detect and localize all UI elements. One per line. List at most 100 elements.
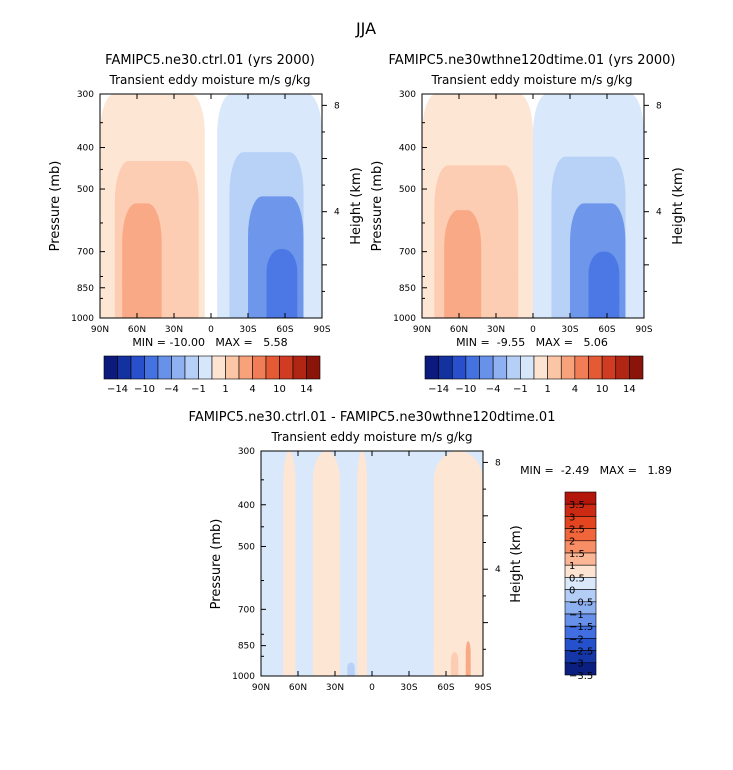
colorbar-swatch [465, 355, 480, 380]
colorbar-swatch [130, 355, 145, 380]
y2-tick-label: 4 [495, 565, 501, 575]
y2-axis-label: Height (km) [349, 167, 364, 244]
plot-area: 90N 60N 30N 0 30S 60S 90S 300 400 500 700 850 1000 4 8 [393, 90, 662, 335]
x-tick-label: 90N [91, 325, 109, 335]
colorbar-swatch [547, 355, 562, 380]
x-tick-label: 30N [487, 325, 505, 335]
panel-subtitle: Transient eddy moisture m/s g/kg [271, 430, 473, 444]
colorbar-swatch [601, 355, 617, 380]
colorbar-label: 2.5 [569, 525, 585, 536]
x-tick-label: 30S [561, 325, 578, 335]
panel-subtitle: Transient eddy moisture m/s g/kg [431, 73, 633, 87]
colorbar-swatch [438, 355, 453, 380]
y-tick-label: 500 [77, 185, 94, 195]
contour-fill [347, 671, 355, 676]
y2-tick-label: 8 [495, 458, 501, 468]
colorbar-swatch [225, 355, 240, 380]
contour-fill [433, 451, 483, 676]
colorbar-label: 14 [300, 384, 313, 395]
x-tick-label: 90S [313, 325, 330, 335]
x-tick-label: 90N [252, 683, 270, 693]
colorbar-label: −3.5 [569, 671, 593, 682]
colorbar-label: 4 [572, 384, 578, 395]
colorbar-label: −4 [486, 384, 501, 395]
x-tick-label: 60S [598, 325, 615, 335]
colorbar-swatch [424, 355, 439, 380]
colorbar-label: −10 [134, 384, 155, 395]
stats-text: MIN = -9.55 MAX = 5.06 [456, 336, 608, 349]
colorbar-label: −2.5 [569, 647, 593, 658]
colorbar-label: 3.5 [569, 500, 585, 511]
panel-exp: FAMIPC5.ne30wthne120dtime.01 (yrs 2000) … [370, 53, 686, 395]
colorbar-swatch [117, 355, 132, 380]
colorbar-swatch [564, 662, 597, 676]
colorbar-label: 1.5 [569, 549, 585, 560]
y2-axis-label: Height (km) [509, 525, 524, 602]
panel-title: FAMIPC5.ne30.ctrl.01 (yrs 2000) [105, 53, 315, 68]
y-tick-label: 300 [399, 90, 416, 100]
y-tick-label: 400 [399, 144, 416, 154]
x-tick-label: 30S [239, 325, 256, 335]
colorbar: −14 −10 −4 −1 1 4 10 14 [424, 355, 644, 395]
colorbar-label: 0.5 [569, 573, 585, 584]
x-tick-label: 0 [369, 683, 375, 693]
colorbar: −14 −10 −4 −1 1 4 10 14 [103, 355, 321, 395]
panel-subtitle: Transient eddy moisture m/s g/kg [109, 73, 311, 87]
y-tick-label: 500 [399, 185, 416, 195]
colorbar-label: 2 [569, 537, 575, 548]
contour-fill [450, 668, 459, 676]
colorbar-label: −3 [569, 659, 584, 670]
colorbar-swatch [211, 355, 226, 380]
panel-ctrl: FAMIPC5.ne30.ctrl.01 (yrs 2000) Transien… [48, 53, 364, 395]
colorbar: 3.53 2.521.510.5 0−0.5−1−1.5−2 −2.5−3−3.5 [564, 491, 597, 682]
colorbar-label: 1 [222, 384, 228, 395]
colorbar-swatch [615, 355, 630, 380]
panel-title: FAMIPC5.ne30wthne120dtime.01 (yrs 2000) [389, 53, 676, 68]
colorbar-swatch [306, 355, 321, 380]
colorbar-swatch [292, 355, 307, 380]
x-tick-label: 0 [530, 325, 536, 335]
contour-fill [312, 451, 340, 676]
colorbar-label: −2 [569, 634, 584, 645]
x-tick-label: 30N [165, 325, 183, 335]
plot-area: 90N 60N 30N 0 30S 60S 90S 300 400 500 700 850 1000 4 8 [232, 447, 501, 693]
colorbar-swatch [198, 355, 213, 380]
x-tick-label: 30S [400, 683, 417, 693]
contour-fill [444, 282, 482, 318]
plot-area: 90N 60N 30N 0 30S 60S 90S 300 400 500 700 850 1000 4 8 [71, 90, 340, 335]
colorbar-label: 0 [569, 586, 575, 597]
contour-fill [465, 664, 471, 676]
colorbar-swatch [279, 355, 294, 380]
stats-text: MIN = -2.49 MAX = 1.89 [520, 464, 672, 477]
colorbar-swatch [252, 355, 267, 380]
y-axis-label: Pressure (mb) [209, 519, 224, 610]
x-tick-label: 60S [276, 325, 293, 335]
y-tick-label: 300 [77, 90, 94, 100]
y-axis-label: Pressure (mb) [370, 161, 385, 252]
colorbar-label: −14 [428, 384, 449, 395]
colorbar-label: −1 [513, 384, 528, 395]
contour-fill [266, 294, 298, 318]
y-tick-label: 700 [238, 605, 255, 615]
y-tick-label: 400 [238, 501, 255, 511]
colorbar-swatch [238, 355, 253, 380]
colorbar-label: −1 [191, 384, 206, 395]
y2-tick-label: 4 [334, 208, 340, 218]
contour-fill [283, 646, 296, 676]
x-tick-label: 60S [437, 683, 454, 693]
y-tick-label: 850 [77, 284, 94, 294]
colorbar-swatch [574, 355, 589, 380]
y-tick-label: 1000 [232, 672, 255, 682]
colorbar-swatch [492, 355, 508, 380]
colorbar-label: −14 [107, 384, 128, 395]
y-tick-label: 500 [238, 542, 255, 552]
colorbar-label: 10 [596, 384, 609, 395]
contour-fill [357, 646, 368, 676]
contour-fill [357, 451, 368, 676]
contour-fill [283, 451, 296, 676]
contour-fill [122, 279, 162, 318]
colorbar-label: 10 [273, 384, 286, 395]
contour-fill [312, 646, 340, 676]
colorbar-swatch [560, 355, 576, 380]
